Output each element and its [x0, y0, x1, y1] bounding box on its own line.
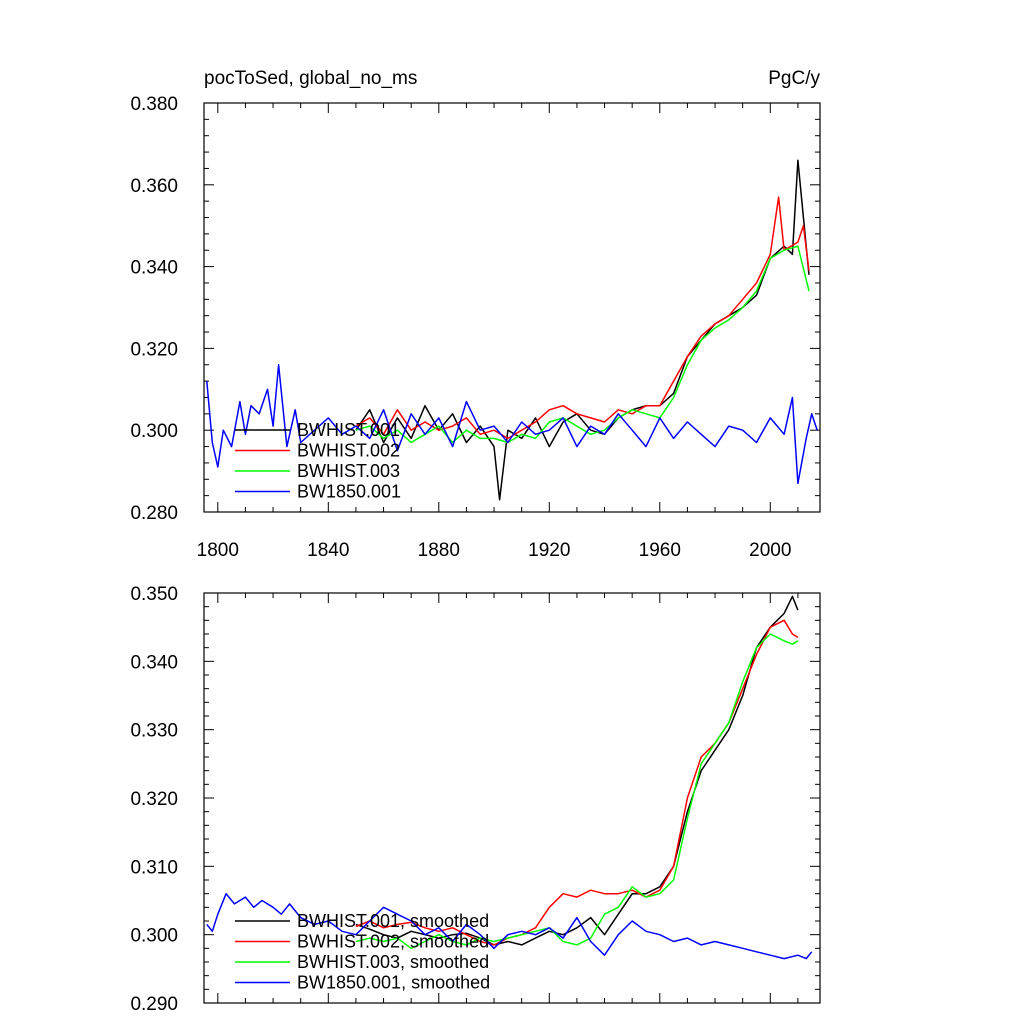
chart-title: pocToSed, global_no_ms	[204, 68, 417, 89]
series-line	[355, 196, 810, 440]
legend-label: BWHIST.002, smoothed	[297, 932, 489, 952]
y-tick-label: 0.330	[130, 721, 178, 742]
legend-label: BW1850.001	[297, 482, 401, 502]
x-tick-label: 1880	[418, 540, 460, 561]
top-panel: pocToSed, global_no_ms PgC/y 0.2800.3000…	[130, 68, 821, 561]
x-tick-label: 1920	[528, 540, 570, 561]
y-tick-label: 0.340	[130, 258, 178, 279]
series-line	[355, 633, 799, 950]
legend-label: BWHIST.001	[297, 420, 400, 440]
bottom-panel: 0.290 0.300 0.310 0.320 0.330 0.340 0.350 BWHI…	[130, 584, 821, 1015]
legend-label: BWHIST.001, smoothed	[297, 911, 489, 931]
series-line	[206, 892, 813, 960]
series-line	[355, 159, 810, 501]
legend-label: BWHIST.003	[297, 461, 400, 481]
tick-marks	[204, 592, 820, 1004]
series-line	[355, 595, 799, 946]
y-tick-label: 0.320	[130, 789, 178, 810]
x-tick-label: 1960	[639, 540, 681, 561]
y-tick-label: 0.360	[130, 176, 178, 197]
legend-label: BW1850.001, smoothed	[297, 973, 490, 993]
plot-frame	[203, 102, 821, 513]
y-tick-label: 0.350	[130, 584, 178, 605]
series-line	[355, 245, 810, 444]
series-line	[355, 619, 799, 946]
y-tick-label: 0.320	[130, 339, 178, 360]
units-label: PgC/y	[768, 68, 820, 89]
series-lines	[206, 595, 813, 960]
y-tick-label: 0.300	[130, 926, 178, 947]
y-tick-labels: 0.280 0.300 0.320 0.340 0.360 0.380	[130, 94, 178, 524]
tick-marks	[204, 102, 820, 513]
x-tick-label: 1840	[307, 540, 349, 561]
series-line	[206, 364, 818, 485]
series-lines	[206, 159, 818, 501]
y-tick-label: 0.310	[130, 857, 178, 878]
y-tick-labels: 0.290 0.300 0.310 0.320 0.330 0.340 0.350	[130, 584, 178, 1015]
y-tick-label: 0.300	[130, 421, 178, 442]
legend-label: BWHIST.002	[297, 441, 400, 461]
x-tick-labels: 1800 1840 1880 1920 1960 2000	[197, 540, 792, 561]
y-tick-label: 0.380	[130, 94, 178, 115]
x-tick-label: 2000	[749, 540, 791, 561]
legend-label: BWHIST.003, smoothed	[297, 952, 489, 972]
plot-frame	[203, 592, 821, 1004]
y-tick-label: 0.280	[130, 503, 178, 524]
y-tick-label: 0.340	[130, 652, 178, 673]
x-tick-label: 1800	[197, 540, 239, 561]
y-tick-label: 0.290	[130, 994, 178, 1015]
